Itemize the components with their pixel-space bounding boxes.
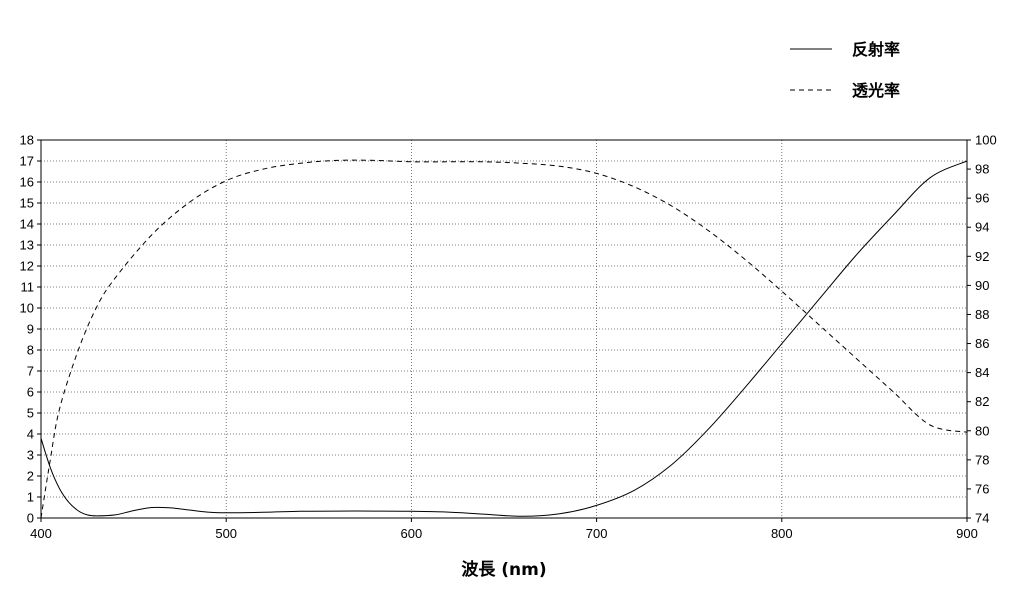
- x-tick-label: 900: [956, 526, 978, 541]
- x-tick-label: 400: [30, 526, 52, 541]
- left-tick-label: 6: [27, 385, 34, 400]
- legend: 反射率 透光率: [790, 40, 900, 100]
- right-tick-label: 96: [975, 191, 989, 206]
- right-tick-label: 82: [975, 394, 989, 409]
- right-tick-label: 88: [975, 307, 989, 322]
- left-tick-label: 0: [27, 511, 34, 526]
- left-tick-label: 13: [20, 238, 34, 253]
- right-tick-label: 94: [975, 220, 989, 235]
- left-tick-label: 5: [27, 406, 34, 421]
- left-tick-label: 10: [20, 301, 34, 316]
- left-tick-label: 11: [21, 280, 35, 295]
- legend-label-transmittance: 透光率: [852, 81, 900, 100]
- right-tick-label: 92: [975, 249, 989, 264]
- x-tick-label: 600: [401, 526, 423, 541]
- right-tick-label: 84: [975, 365, 989, 380]
- left-tick-label: 15: [20, 196, 34, 211]
- right-tick-label: 90: [975, 278, 989, 293]
- series-line-transmittance: [40, 159, 968, 519]
- x-axis-label: 波長 (nm): [461, 559, 546, 580]
- left-tick-label: 1: [27, 490, 34, 505]
- right-tick-label: 98: [975, 162, 989, 177]
- right-tick-label: 80: [975, 423, 989, 438]
- series-line-reflectance: [40, 160, 968, 517]
- left-tick-label: 9: [27, 322, 34, 337]
- right-tick-label: 76: [975, 481, 989, 496]
- x-tick-label: 800: [771, 526, 793, 541]
- right-tick-label: 86: [975, 336, 989, 351]
- right-tick-label: 100: [975, 133, 997, 148]
- left-tick-label: 4: [27, 427, 34, 442]
- series-lines: [40, 159, 968, 519]
- left-tick-label: 12: [20, 259, 34, 274]
- left-tick-label: 18: [20, 133, 34, 148]
- left-tick-label: 7: [27, 364, 34, 379]
- left-tick-label: 17: [20, 154, 34, 169]
- right-tick-label: 78: [975, 452, 989, 467]
- right-axis: 74 76 78 80 82 84 86 88 90 92 94 96 98 100: [967, 133, 997, 526]
- x-axis: 400 500 600 700 800 900: [30, 518, 978, 541]
- left-tick-label: 16: [20, 175, 34, 190]
- legend-label-reflectance: 反射率: [852, 40, 900, 59]
- left-tick-label: 2: [27, 469, 34, 484]
- left-tick-label: 8: [27, 343, 34, 358]
- left-tick-label: 14: [20, 217, 34, 232]
- right-tick-label: 74: [975, 511, 989, 526]
- grid: [41, 140, 967, 518]
- x-tick-label: 500: [215, 526, 237, 541]
- left-tick-label: 3: [27, 448, 34, 463]
- x-tick-label: 700: [586, 526, 608, 541]
